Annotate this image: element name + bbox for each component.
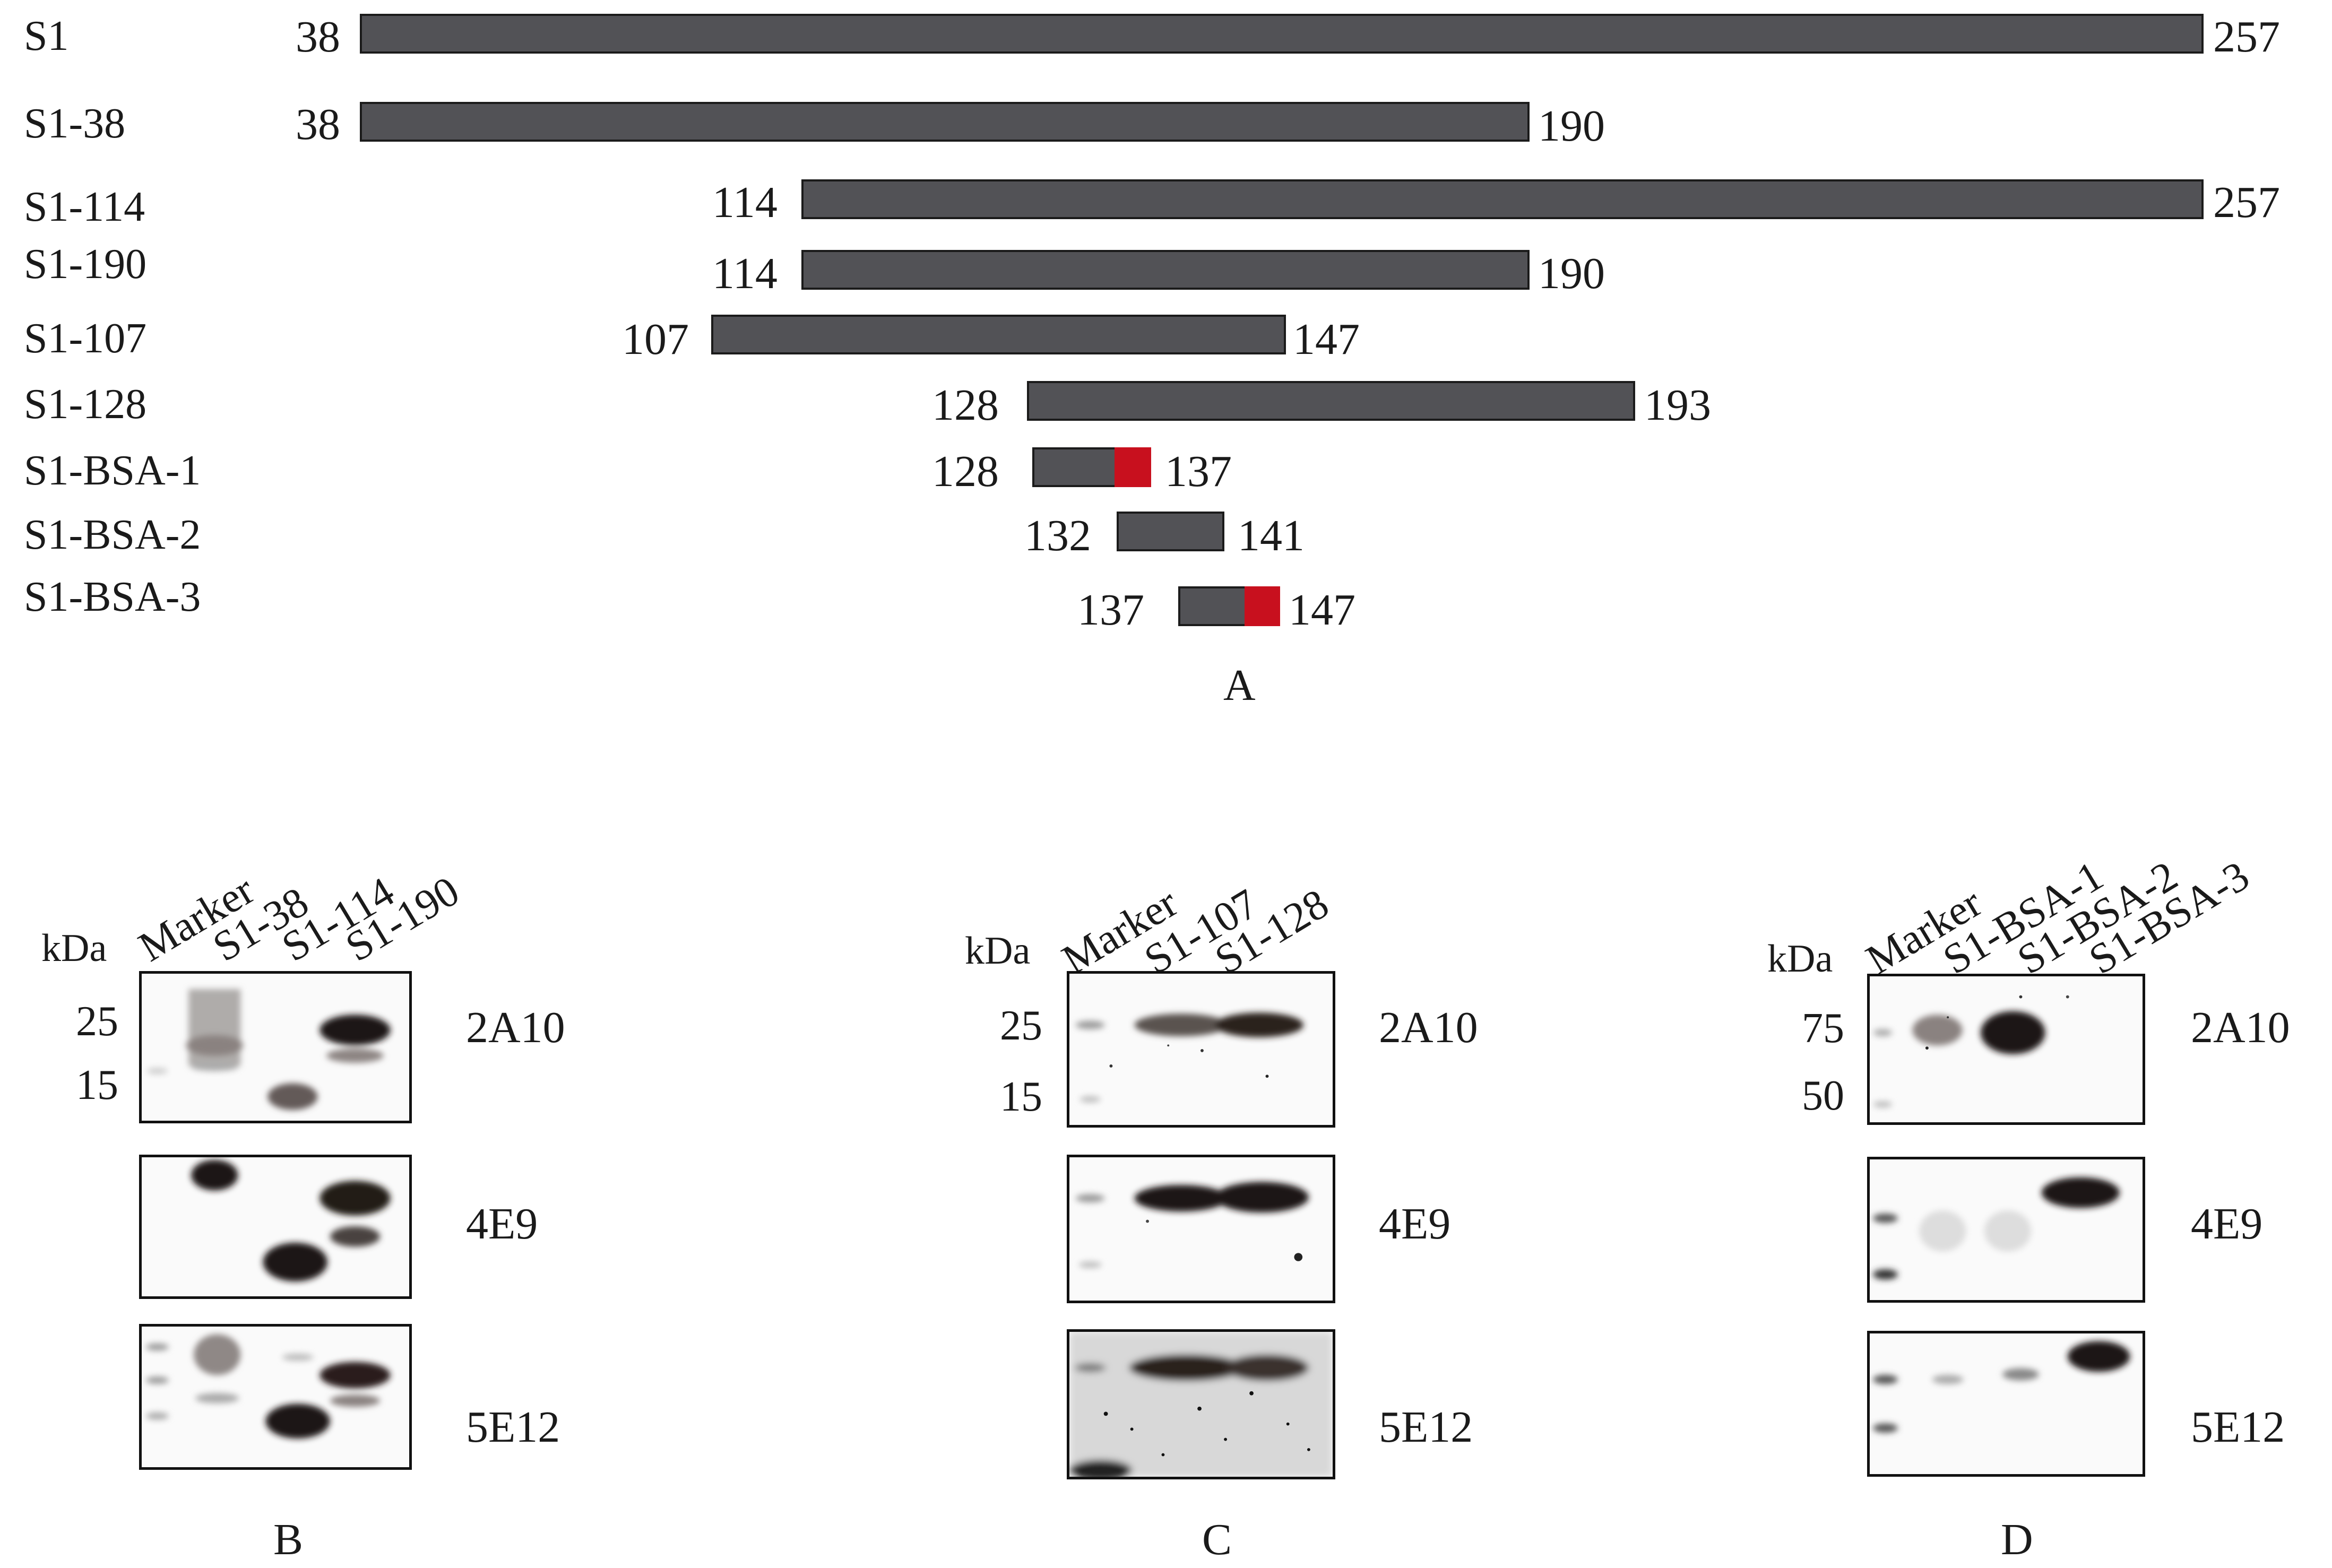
- kda-label: kDa: [1767, 937, 1833, 981]
- start-position: 132: [1024, 511, 1091, 560]
- highlight-segment: [1245, 586, 1280, 626]
- construct-bar: [801, 179, 2204, 219]
- western-blot: [1067, 1329, 1335, 1479]
- western-blot: [1867, 1331, 2145, 1477]
- antibody-label: 2A10: [2191, 1003, 2290, 1052]
- antibody-label: 2A10: [466, 1003, 565, 1052]
- start-position: 128: [932, 380, 999, 430]
- antibody-label: 4E9: [2191, 1199, 2263, 1249]
- construct-bar: [360, 14, 2204, 54]
- end-position: 141: [1238, 511, 1305, 560]
- western-blot: [1867, 1157, 2145, 1303]
- panel-letter-d: D: [2001, 1515, 2033, 1564]
- western-blot: [139, 1324, 412, 1470]
- construct-label: S1-128: [24, 381, 147, 428]
- end-position: 257: [2213, 12, 2280, 62]
- antibody-label: 5E12: [1379, 1402, 1473, 1452]
- panel-letter-a: A: [1223, 661, 1256, 710]
- antibody-label: 2A10: [1379, 1003, 1478, 1052]
- marker-mw: 15: [76, 1062, 118, 1108]
- end-position: 190: [1538, 249, 1605, 298]
- end-position: 190: [1538, 101, 1605, 151]
- construct-label: S1-38: [24, 100, 126, 147]
- construct-label: S1-190: [24, 241, 147, 288]
- start-position: 137: [1077, 585, 1144, 635]
- construct-label: S1-107: [24, 315, 147, 362]
- western-blot: [139, 971, 412, 1123]
- construct-bar: [801, 250, 1530, 290]
- start-position: 38: [296, 12, 340, 62]
- construct-label: S1-BSA-2: [24, 512, 201, 558]
- marker-mw: 15: [1000, 1073, 1042, 1120]
- kda-label: kDa: [965, 929, 1031, 973]
- panel-letter-c: C: [1202, 1515, 1232, 1564]
- marker-mw: 25: [1000, 1002, 1042, 1049]
- construct-bar: [711, 315, 1286, 354]
- antibody-label: 4E9: [466, 1199, 538, 1249]
- construct-bar: [360, 102, 1530, 142]
- start-position: 107: [622, 315, 689, 364]
- antibody-label: 5E12: [2191, 1402, 2285, 1452]
- construct-label: S1-BSA-3: [24, 574, 201, 620]
- end-position: 147: [1289, 585, 1355, 635]
- western-blot: [1867, 974, 2145, 1125]
- start-position: 114: [712, 249, 778, 298]
- start-position: 114: [712, 178, 778, 227]
- start-position: 128: [932, 447, 999, 496]
- panel-letter-b: B: [273, 1515, 304, 1564]
- construct-label: S1-BSA-1: [24, 447, 201, 494]
- end-position: 257: [2213, 178, 2280, 227]
- antibody-label: 4E9: [1379, 1199, 1451, 1249]
- end-position: 193: [1644, 380, 1711, 430]
- marker-mw: 75: [1802, 1005, 1844, 1052]
- western-blot: [139, 1155, 412, 1299]
- marker-mw: 50: [1802, 1072, 1844, 1119]
- highlight-segment: [1115, 447, 1151, 487]
- construct-bar: [1117, 512, 1224, 551]
- marker-mw: 25: [76, 998, 118, 1045]
- start-position: 38: [296, 100, 340, 149]
- western-blot: [1067, 971, 1335, 1128]
- construct-bar: [1027, 381, 1635, 421]
- western-blot: [1067, 1155, 1335, 1303]
- antibody-label: 5E12: [466, 1402, 560, 1452]
- kda-label: kDa: [41, 926, 107, 970]
- end-position: 147: [1293, 315, 1360, 364]
- end-position: 137: [1165, 447, 1232, 496]
- construct-label: S1: [24, 13, 69, 59]
- construct-label: S1-114: [24, 184, 145, 230]
